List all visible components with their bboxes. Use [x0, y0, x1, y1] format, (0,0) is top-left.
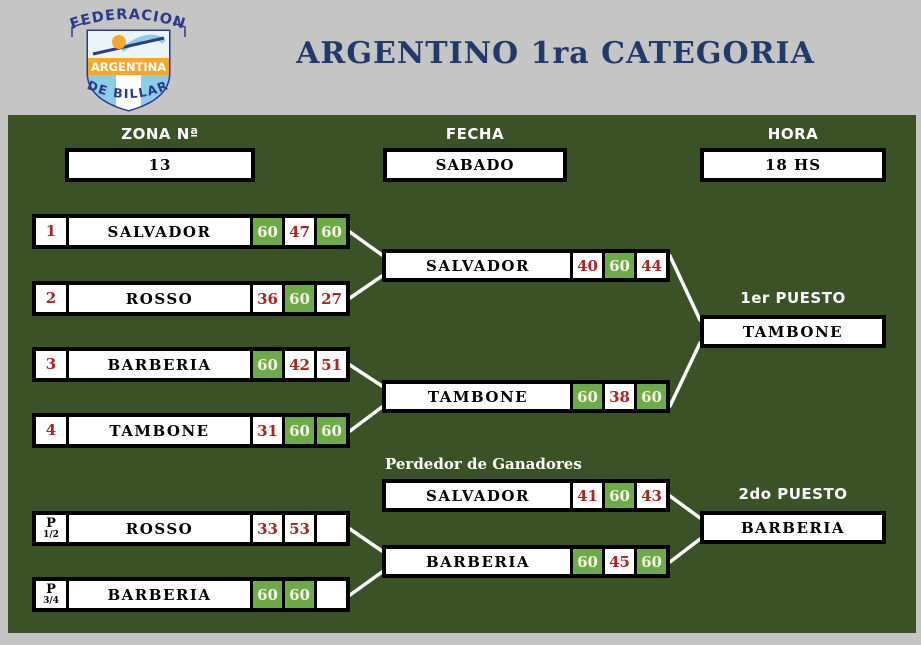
player-name: SALVADOR [426, 486, 530, 505]
semifinal-row-1: SALVADOR 40 60 44 [382, 249, 670, 282]
seed-cell: 4 [36, 417, 69, 444]
fecha-value-box: SABADO [383, 148, 567, 182]
score-cell: 33 [250, 515, 282, 542]
player-name: TAMBONE [109, 421, 210, 440]
logo-banner-text: ARGENTINA [91, 60, 166, 74]
score-cell: 60 [282, 417, 314, 444]
player-name: ROSSO [125, 519, 194, 538]
round1-row-2: 2 ROSSO 36 60 27 [32, 281, 350, 316]
score-cell: 60 [314, 218, 346, 245]
page-title: ARGENTINO 1ra CATEGORIA [296, 36, 815, 71]
round1-row-1: 1 SALVADOR 60 47 60 [32, 214, 350, 249]
score-cell: 60 [602, 483, 634, 508]
header: ARGENTINA FEDERACION DE BILLAR ARGENTINO… [0, 0, 921, 115]
score-cell: 60 [634, 549, 666, 574]
fecha-label: FECHA [445, 125, 505, 143]
logo-top-text: FEDERACION [68, 7, 187, 33]
score-cell: 36 [250, 285, 282, 312]
score-cell [314, 515, 346, 542]
bracket-panel: ZONA Nª 13 FECHA SABADO HORA 18 HS 1 SAL… [8, 115, 916, 633]
seed-cell: P 3/4 [36, 581, 69, 608]
seed-cell: P 1/2 [36, 515, 69, 542]
score-cell [314, 581, 346, 608]
federation-logo: ARGENTINA FEDERACION DE BILLAR [68, 7, 188, 112]
score-cell: 38 [602, 384, 634, 409]
seed-cell: 2 [36, 285, 69, 312]
score-cell: 51 [314, 351, 346, 378]
hora-label: HORA [767, 125, 819, 143]
second-place-label: 2do PUESTO [738, 485, 848, 503]
round1-row-4: 4 TAMBONE 31 60 60 [32, 413, 350, 448]
player-name: TAMBONE [427, 387, 529, 406]
billiard-ball-icon [112, 35, 126, 49]
consolation-label: Perdedor de Ganadores [385, 455, 582, 473]
score-cell: 27 [314, 285, 346, 312]
score-cell: 31 [250, 417, 282, 444]
player-name: SALVADOR [426, 256, 530, 275]
consolation-row-2: BARBERIA 60 45 60 [382, 545, 670, 578]
playoff-row-2: P 3/4 BARBERIA 60 60 [32, 577, 350, 612]
round1-row-3: 3 BARBERIA 60 42 51 [32, 347, 350, 382]
score-cell: 60 [570, 384, 602, 409]
score-cell: 44 [634, 253, 666, 278]
score-cell: 53 [282, 515, 314, 542]
semifinal-row-2: TAMBONE 60 38 60 [382, 380, 670, 413]
score-cell: 60 [250, 218, 282, 245]
second-place-box: BARBERIA [700, 511, 886, 544]
score-cell: 40 [570, 253, 602, 278]
svg-text:FEDERACION: FEDERACION [68, 7, 188, 33]
score-cell: 60 [250, 581, 282, 608]
score-cell: 60 [634, 384, 666, 409]
score-cell: 60 [282, 285, 314, 312]
score-cell: 60 [250, 351, 282, 378]
player-name: SALVADOR [107, 222, 212, 241]
banner [88, 58, 169, 75]
bracket-connector-lines [348, 230, 702, 597]
player-name: BARBERIA [107, 355, 212, 374]
score-cell: 47 [282, 218, 314, 245]
cue-stick-icon [92, 36, 165, 56]
score-cell: 60 [314, 417, 346, 444]
player-name: BARBERIA [107, 585, 212, 604]
score-cell: 42 [282, 351, 314, 378]
player-name: TAMBONE [742, 322, 844, 341]
player-name: BARBERIA [740, 518, 845, 537]
first-place-box: TAMBONE [700, 315, 886, 348]
score-cell: 60 [282, 581, 314, 608]
consolation-row-1: SALVADOR 41 60 43 [382, 479, 670, 512]
score-cell: 60 [602, 253, 634, 278]
first-place-label: 1er PUESTO [740, 289, 846, 307]
zona-label: ZONA Nª [121, 125, 199, 143]
score-cell: 60 [570, 549, 602, 574]
hora-value-box: 18 HS [700, 148, 886, 182]
score-cell: 45 [602, 549, 634, 574]
seed-cell: 3 [36, 351, 69, 378]
score-cell: 41 [570, 483, 602, 508]
player-name: ROSSO [125, 289, 194, 308]
seed-cell: 1 [36, 218, 69, 245]
playoff-row-1: P 1/2 ROSSO 33 53 [32, 511, 350, 546]
player-name: BARBERIA [425, 552, 530, 571]
score-cell: 43 [634, 483, 666, 508]
zona-value-box: 13 [65, 148, 255, 182]
